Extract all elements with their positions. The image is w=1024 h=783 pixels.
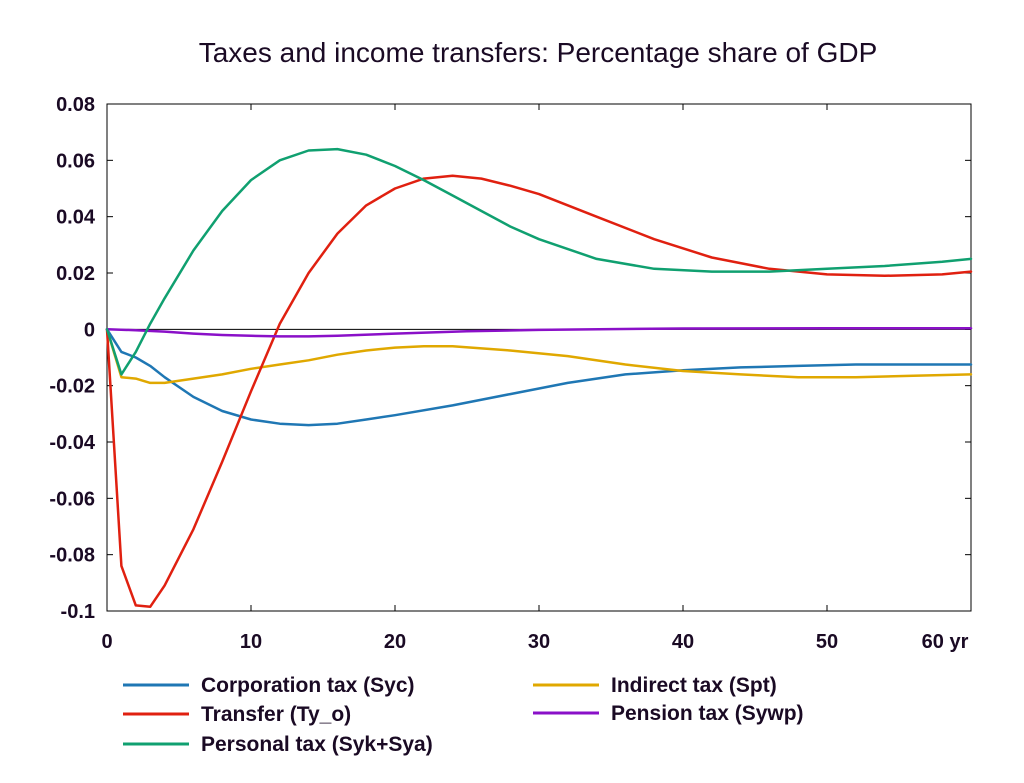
y-tick-label: -0.1 xyxy=(61,601,95,623)
plot-frame xyxy=(106,103,972,612)
y-tick-label: 0.06 xyxy=(56,150,95,172)
y-tick-label: -0.04 xyxy=(49,432,95,454)
legend-item-2: Indirect tax (Spt) xyxy=(533,674,777,697)
y-tick-label: -0.02 xyxy=(49,376,95,398)
legend-item-5: Personal tax (Syk+Sya) xyxy=(123,733,433,756)
legend: Corporation tax (Syc) Indirect tax (Spt) T… xyxy=(123,674,804,756)
series-line-5 xyxy=(105,147,973,376)
y-tick-label: 0.08 xyxy=(56,94,95,116)
series-line-4 xyxy=(105,326,973,338)
legend-label: Personal tax (Syk+Sya) xyxy=(201,733,433,756)
legend-label: Corporation tax (Syc) xyxy=(201,674,415,697)
x-tick-label: 30 xyxy=(528,631,550,653)
y-tick-label: 0.04 xyxy=(56,207,96,229)
y-tick-label: -0.06 xyxy=(49,488,95,510)
x-tick-label: 20 xyxy=(384,631,406,653)
x-tick-label: 40 xyxy=(672,631,694,653)
chart-title: Taxes and income transfers: Percentage s… xyxy=(199,37,878,68)
legend-item-4: Pension tax (Sywp) xyxy=(533,702,804,725)
x-tick-label: 60 yr xyxy=(922,631,969,653)
legend-label: Indirect tax (Spt) xyxy=(611,674,777,697)
legend-label: Transfer (Ty_o) xyxy=(201,703,351,726)
series-line-2 xyxy=(105,328,973,385)
legend-item-3: Transfer (Ty_o) xyxy=(123,703,351,726)
y-tick-label: 0 xyxy=(84,319,95,341)
legend-item-1: Corporation tax (Syc) xyxy=(123,674,415,697)
y-tick-label: 0.02 xyxy=(56,263,95,285)
plot-area: 0.08 0.06 0.04 0.02 0 -0.02 -0.04 -0.06 -0.08 -0.… xyxy=(49,94,973,653)
series-line-3 xyxy=(105,174,973,609)
x-tick-label: 0 xyxy=(101,631,112,653)
y-tick-label: -0.08 xyxy=(49,545,95,567)
x-tick-label: 50 xyxy=(816,631,838,653)
series-line-1 xyxy=(105,328,973,427)
x-tick-label: 10 xyxy=(240,631,262,653)
legend-label: Pension tax (Sywp) xyxy=(611,702,804,725)
